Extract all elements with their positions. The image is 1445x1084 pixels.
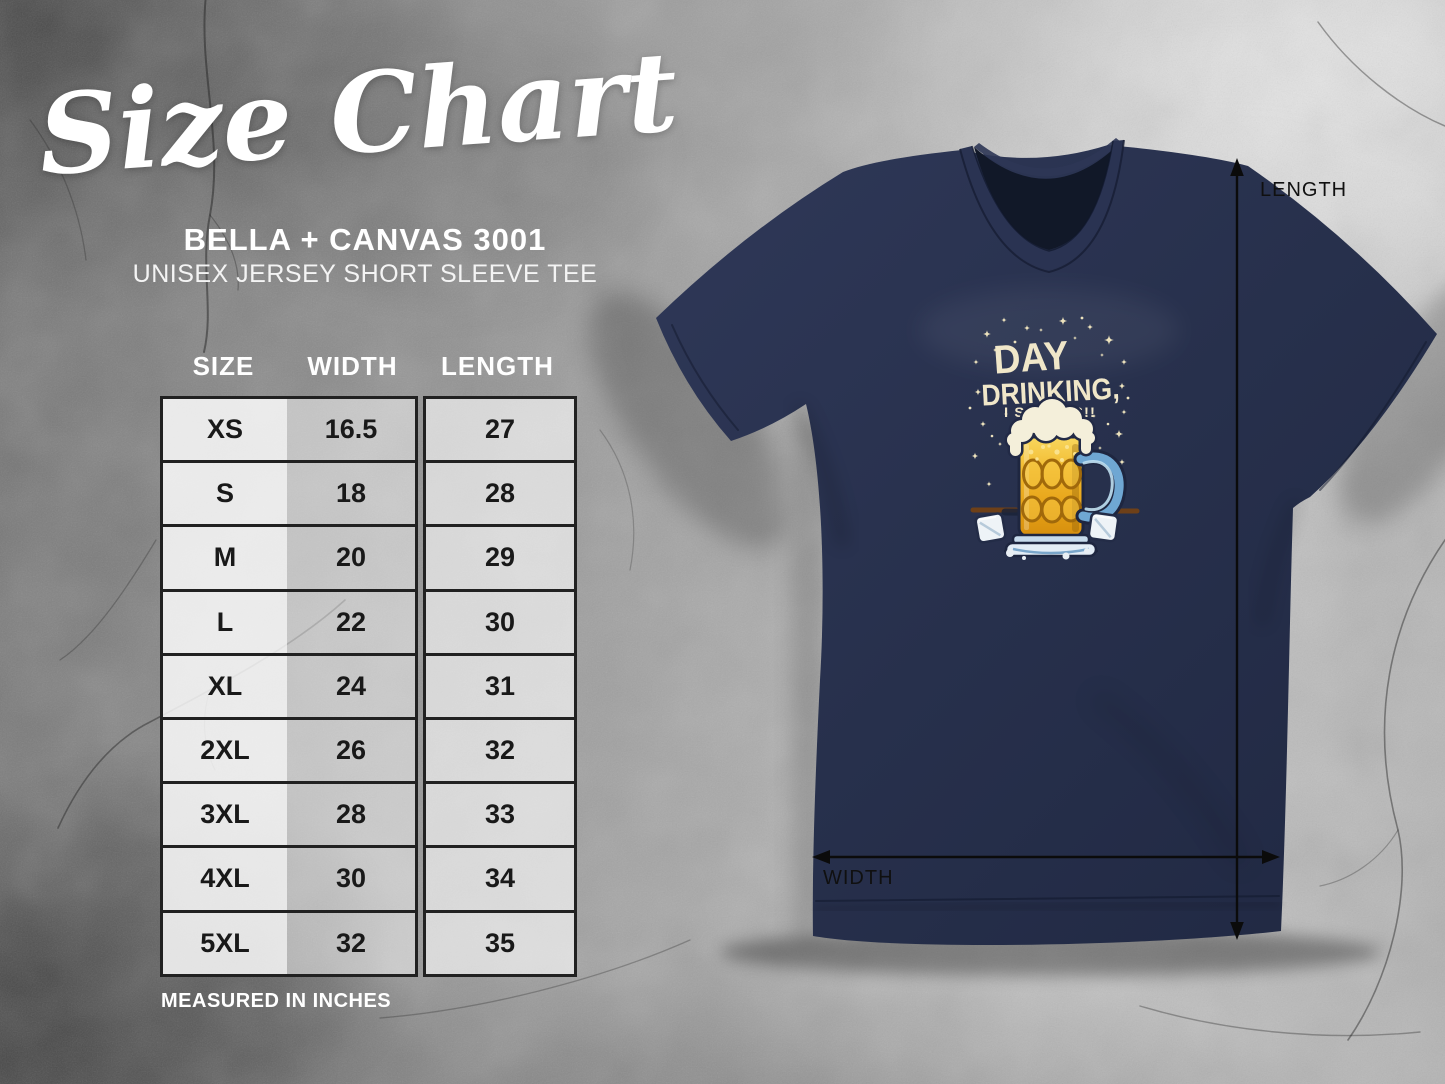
cell-length: 30 [426, 591, 574, 653]
cell-size: S [163, 463, 287, 525]
fabric-creases [671, 288, 1427, 913]
table-row: 3XL 28 [163, 781, 415, 846]
cell-length: 28 [426, 463, 574, 525]
table-row: 31 [426, 652, 574, 717]
cell-width: 20 [287, 527, 415, 589]
size-width-box: XS 16.5 S 18 M 20 L 22 XL 24 2XL 26 3XL 28 4XL 3… [160, 396, 418, 977]
cell-width: 24 [287, 655, 415, 717]
ice-crumbs [1006, 548, 1090, 560]
chest-graphic: DAY DRINKING, I SAY YES!! [968, 316, 1140, 560]
table-row: 33 [426, 781, 574, 846]
table-row: XL 24 [163, 652, 415, 717]
cell-length: 29 [426, 527, 574, 589]
table-row: 2XL 26 [163, 716, 415, 782]
beer-mug-illustration [970, 396, 1140, 560]
cell-width: 16.5 [287, 399, 415, 461]
length-box: 27 28 29 30 31 32 33 34 35 [423, 396, 577, 977]
width-arrow [812, 850, 1280, 864]
size-table: SIZE WIDTH LENGTH XS 16.5 S 18 M 20 L 22 XL 2… [160, 344, 577, 977]
table-row: S 18 [163, 460, 415, 525]
size-table-header: SIZE WIDTH LENGTH [160, 344, 577, 388]
column-header-length: LENGTH [441, 350, 554, 381]
table-row: 30 [426, 588, 574, 653]
table-row: 4XL 30 [163, 845, 415, 910]
table-row: 34 [426, 845, 574, 910]
cell-length: 35 [426, 912, 574, 974]
cell-length: 27 [426, 399, 574, 461]
cell-size: L [163, 591, 287, 653]
cell-length: 34 [426, 848, 574, 910]
cell-size: 4XL [163, 848, 287, 910]
table-row: 29 [426, 524, 574, 589]
cell-length: 32 [426, 719, 574, 782]
column-header-size: SIZE [192, 350, 255, 381]
collar [959, 138, 1125, 274]
table-row: XS 16.5 [163, 399, 415, 461]
ice-cube-right [1087, 511, 1120, 543]
table-row: 27 [426, 399, 574, 461]
brand-line: BELLA + CANVAS 3001 [183, 222, 547, 257]
cell-width: 26 [287, 719, 415, 782]
measurement-annotations: LENGTH WIDTH [812, 158, 1347, 940]
column-header-width: WIDTH [307, 350, 398, 381]
cell-width: 28 [287, 784, 415, 846]
ice-cube-left [974, 512, 1007, 544]
table-row: 28 [426, 460, 574, 525]
cell-size: 2XL [163, 719, 287, 782]
table-row: 35 [426, 909, 574, 974]
cell-size: 5XL [163, 912, 287, 974]
length-arrow [1230, 158, 1244, 940]
units-footnote: MEASURED IN INCHES [161, 990, 392, 1012]
cell-length: 33 [426, 784, 574, 846]
table-row: L 22 [163, 588, 415, 653]
cell-size: XL [163, 655, 287, 717]
length-label: LENGTH [1260, 179, 1347, 201]
table-row: 5XL 32 [163, 909, 415, 974]
table-row: 32 [426, 716, 574, 782]
cell-width: 30 [287, 848, 415, 910]
cell-size: XS [163, 399, 287, 461]
cell-width: 22 [287, 591, 415, 653]
cell-size: M [163, 527, 287, 589]
table-row: M 20 [163, 524, 415, 589]
cell-length: 31 [426, 655, 574, 717]
graphic-text-day: DAY [992, 333, 1070, 382]
cell-width: 18 [287, 463, 415, 525]
cell-width: 32 [287, 912, 415, 974]
cell-size: 3XL [163, 784, 287, 846]
product-line: UNISEX JERSEY SHORT SLEEVE TEE [132, 260, 598, 288]
width-label: WIDTH [823, 867, 894, 889]
